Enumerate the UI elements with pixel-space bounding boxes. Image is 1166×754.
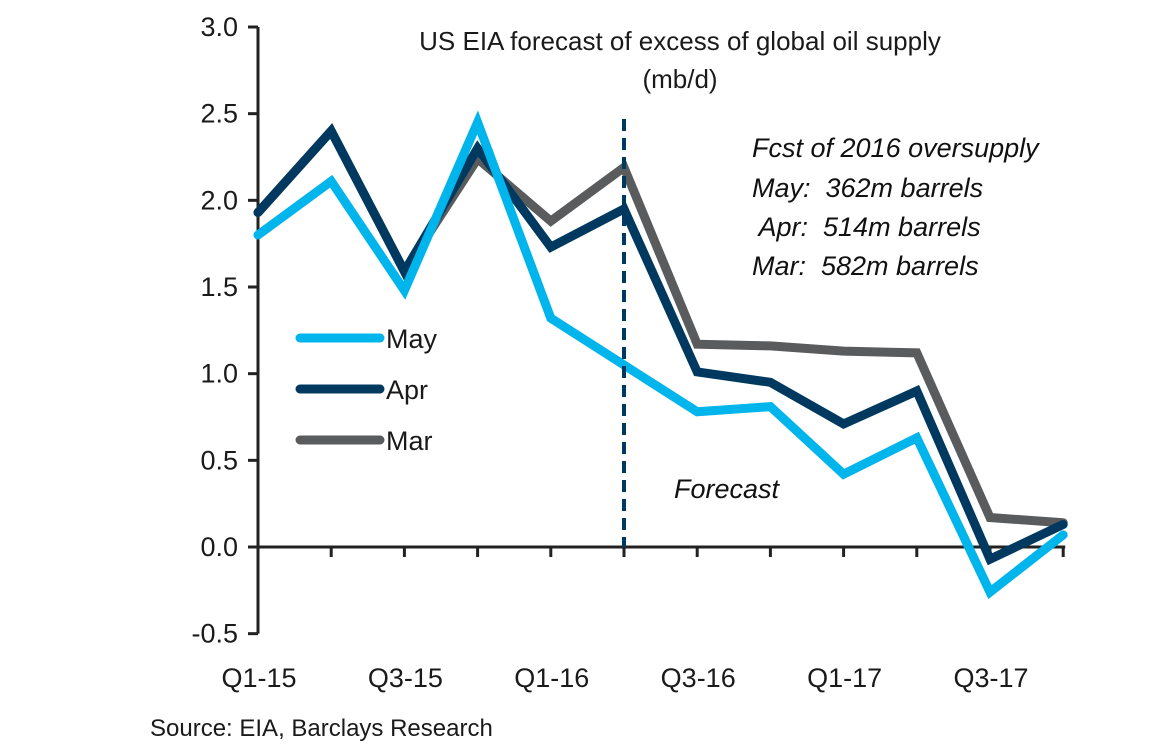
series-line-may <box>253 110 1068 600</box>
legend-label-apr: Apr <box>386 375 428 405</box>
y-tick-label: 0.0 <box>200 532 238 562</box>
chart-subtitle: (mb/d) <box>642 64 717 94</box>
y-tick-label: 2.5 <box>200 99 238 129</box>
forecast-label: Forecast <box>674 474 781 504</box>
axes: -0.5 0.0 0.5 1.0 1.5 2.0 2.5 3.0 Q1-15 Q3-15 Q1-16… <box>191 12 1066 693</box>
x-tick-label: Q3-17 <box>953 663 1028 693</box>
chart-title: US EIA forecast of excess of global oil … <box>419 26 941 56</box>
y-tick-label: 2.0 <box>200 185 238 215</box>
legend-label-may: May <box>386 324 438 354</box>
annotation-line-apr: Apr: 514m barrels <box>752 212 981 242</box>
legend-label-mar: Mar <box>386 426 433 456</box>
x-tick-label: Q3-16 <box>661 663 736 693</box>
series-line-apr <box>253 123 1068 566</box>
y-tick-label: 1.0 <box>200 359 238 389</box>
source-note: Source: EIA, Barclays Research <box>150 715 493 742</box>
legend: May Apr Mar <box>295 324 438 456</box>
series-layer <box>253 110 1068 600</box>
y-tick-label: 3.0 <box>200 12 238 42</box>
annotation-heading: Fcst of 2016 oversupply <box>752 133 1040 163</box>
x-tick-label: Q3-15 <box>368 663 443 693</box>
annotation-line-may: May: 362m barrels <box>752 173 983 203</box>
annotation-line-mar: Mar: 582m barrels <box>752 251 979 281</box>
x-tick-label: Q1-16 <box>514 663 589 693</box>
x-tick-label: Q1-15 <box>221 663 296 693</box>
y-tick-label: 1.5 <box>200 272 238 302</box>
y-tick-label: -0.5 <box>191 619 238 649</box>
y-tick-label: 0.5 <box>200 445 238 475</box>
x-tick-label: Q1-17 <box>807 663 882 693</box>
